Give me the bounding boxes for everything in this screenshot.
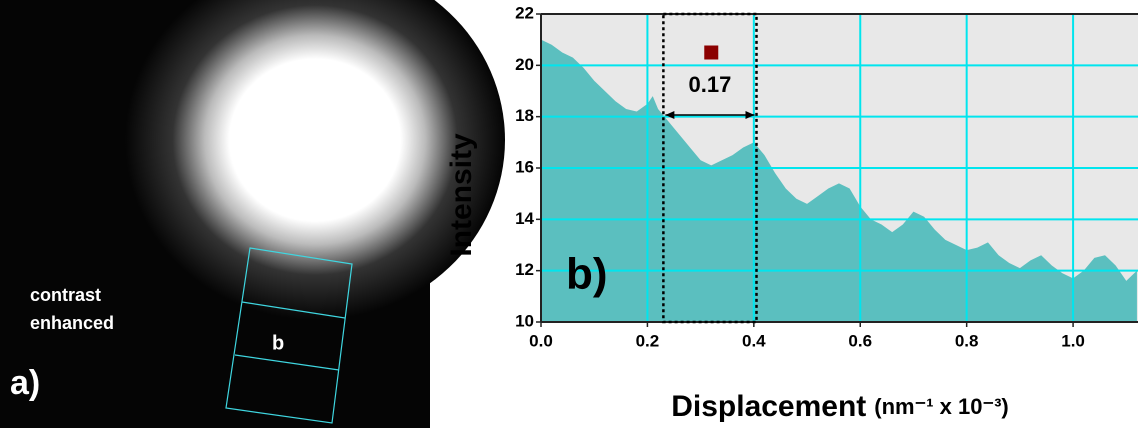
figure: contrast enhanced b a) 10 12 14 16 18 20 22 0.0… — [0, 0, 1138, 428]
caption: enhanced — [30, 313, 114, 333]
x-tick-label: 0.4 — [742, 331, 766, 350]
x-axis-title-main: Displacement — [671, 390, 866, 423]
y-tick-label: 16 — [515, 157, 534, 176]
y-tick-label: 18 — [515, 106, 534, 125]
panel-label: a) — [10, 364, 40, 402]
y-tick-label: 10 — [515, 311, 534, 330]
y-tick-label: 14 — [515, 209, 534, 228]
x-axis-title: Displacement (nm⁻¹ x 10⁻³) — [671, 390, 1009, 423]
x-tick-label: 0.0 — [529, 331, 553, 350]
y-tick-label: 22 — [515, 3, 534, 22]
y-axis-title: Intensity — [445, 133, 478, 257]
x-tick-label: 1.0 — [1061, 331, 1085, 350]
panel-label: b) — [566, 250, 608, 299]
annotation-label: 0.17 — [689, 72, 732, 97]
x-tick-label: 0.8 — [955, 331, 979, 350]
box-label: b — [272, 332, 284, 354]
marker — [704, 46, 718, 60]
y-tick-label: 12 — [515, 260, 534, 279]
y-tick-label: 20 — [515, 55, 534, 74]
x-axis-unit: (nm⁻¹ x 10⁻³) — [874, 394, 1008, 419]
caption: contrast — [30, 285, 101, 305]
x-tick-label: 0.2 — [636, 331, 660, 350]
x-tick-label: 0.6 — [848, 331, 872, 350]
